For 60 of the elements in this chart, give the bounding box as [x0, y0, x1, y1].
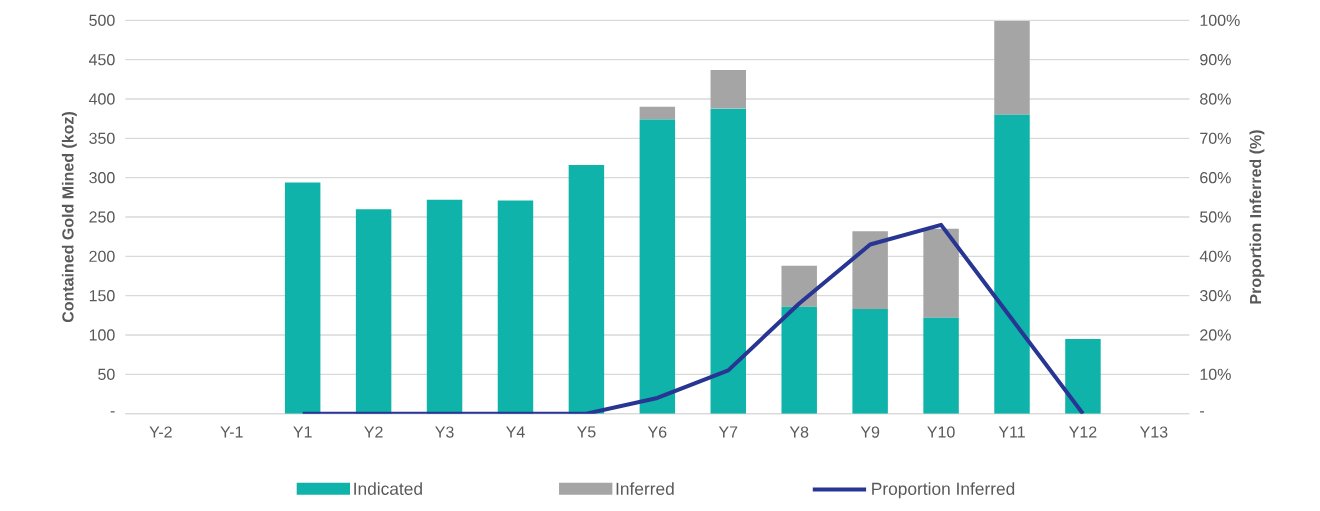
bar — [1065, 338, 1101, 414]
bar — [852, 231, 888, 310]
y2-tick-label: 100% — [1200, 14, 1240, 26]
y2-tick-label: 20% — [1200, 329, 1231, 341]
bar — [852, 309, 888, 414]
bar — [994, 114, 1030, 414]
bar — [497, 200, 534, 414]
legend-label: Indicated — [354, 482, 422, 495]
bar — [355, 209, 392, 414]
y-tick-label: - — [110, 411, 115, 413]
y-tick-label: 400 — [88, 93, 115, 105]
y2-tick-label: 10% — [1200, 368, 1231, 380]
legend-label: Inferred — [616, 482, 674, 495]
y-tick-label: 350 — [89, 132, 115, 144]
bar — [923, 228, 959, 318]
x-tick-label: Y1 — [293, 426, 312, 438]
y2-tick-label: 90% — [1200, 54, 1231, 66]
x-tick-label: Y-2 — [149, 426, 172, 438]
bar — [639, 106, 676, 120]
bar — [426, 199, 463, 414]
y2-tick-label: 40% — [1199, 250, 1231, 262]
bar — [994, 21, 1030, 115]
x-tick-label: Y2 — [364, 426, 383, 438]
y-tick-label: 250 — [89, 211, 115, 223]
y2-tick-label: - — [1200, 411, 1205, 413]
y-tick-label: 150 — [89, 290, 115, 302]
bar — [284, 182, 321, 414]
y-tick-label: 300 — [89, 172, 115, 184]
x-tick-label: Y11 — [998, 426, 1025, 438]
y2-tick-label: 50% — [1200, 211, 1231, 223]
legend-label: Proportion Inferred — [872, 482, 1015, 499]
y-tick-label: 50 — [98, 368, 115, 380]
bar — [781, 265, 817, 307]
x-tick-label: Y5 — [576, 426, 596, 438]
x-tick-label: Y9 — [860, 426, 880, 438]
x-tick-label: Y6 — [647, 426, 667, 438]
y-tick-label: 100 — [89, 329, 115, 341]
x-tick-label: Y13 — [1140, 426, 1168, 438]
x-tick-label: Y4 — [506, 426, 525, 438]
y-axis-title: Contained Gold Mined (koz) — [61, 112, 77, 323]
y2-tick-label: 30% — [1200, 290, 1231, 302]
bar — [639, 119, 676, 414]
y-tick-label: 200 — [89, 250, 115, 262]
bar — [710, 108, 747, 414]
bar — [710, 69, 747, 109]
x-tick-label: Y-1 — [220, 426, 243, 438]
x-tick-label: Y7 — [718, 426, 738, 438]
y2-tick-label: 60% — [1200, 172, 1231, 184]
y2-tick-label: 70% — [1200, 132, 1231, 144]
x-tick-label: Y3 — [435, 426, 454, 438]
y-tick-label: 500 — [89, 14, 115, 26]
y-tick-label: 450 — [88, 54, 115, 66]
y2-tick-label: 80% — [1200, 93, 1231, 105]
bar — [568, 165, 605, 414]
x-tick-label: Y8 — [789, 426, 809, 438]
x-tick-label: Y10 — [927, 426, 955, 438]
x-tick-label: Y12 — [1069, 426, 1097, 438]
bar — [781, 306, 817, 414]
y2-axis-title: Proportion Inferred (%) — [1249, 130, 1265, 304]
bar — [923, 317, 959, 414]
